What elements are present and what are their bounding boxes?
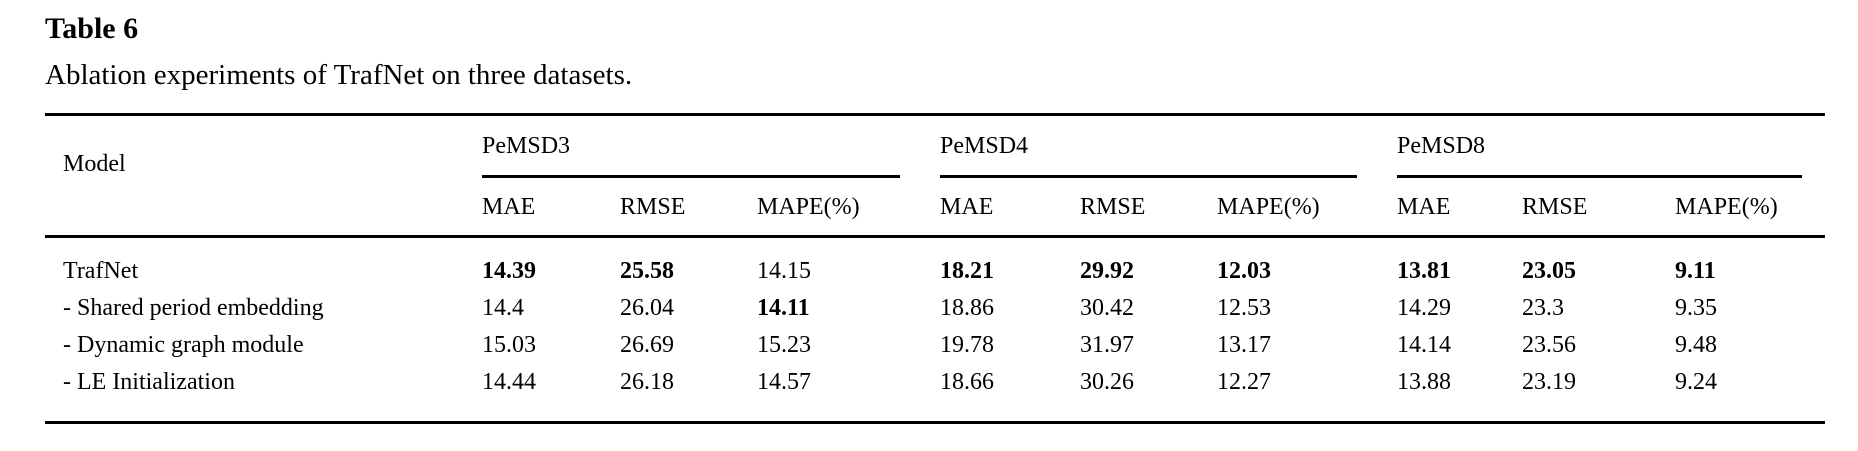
metric-value-cell: 30.26 — [1080, 364, 1218, 424]
model-cell: TrafNet — [63, 258, 139, 284]
table-row: - Shared period embedding 14.4 26.04 14.… — [45, 290, 1825, 327]
metric-value-cell: 14.15 — [757, 258, 811, 284]
metric-value-cell: 14.14 — [1397, 332, 1452, 358]
metric-value-cell: 13.88 — [1397, 364, 1523, 424]
metric-header-rmse: RMSE — [1522, 178, 1676, 238]
metric-header-mae: MAE — [940, 178, 1081, 238]
group-header-pemsd8: PeMSD8 — [1397, 115, 1825, 178]
metric-value-cell: 14.57 — [757, 364, 941, 424]
paper-table-region: Table 6 Ablation experiments of TrafNet … — [45, 12, 1826, 424]
table-row: TrafNet 14.39 25.58 14.15 18.21 29.92 12… — [45, 237, 1825, 291]
table-caption: Ablation experiments of TrafNet on three… — [45, 59, 633, 91]
table-row: - LE Initialization 14.44 26.18 14.57 18… — [45, 364, 1826, 424]
metric-header-mape: MAPE(%) — [1675, 178, 1826, 238]
metric-value-cell: 9.48 — [1675, 332, 1718, 358]
metric-value-cell: 13.17 — [1217, 332, 1272, 358]
metric-value-cell: 14.29 — [1397, 295, 1452, 321]
metric-value-cell: 9.35 — [1675, 295, 1718, 321]
group-label-pemsd3: PeMSD3 — [482, 116, 901, 178]
table-body: TrafNet 14.39 25.58 14.15 18.21 29.92 12… — [45, 237, 1826, 424]
ablation-table: Model PeMSD3 PeMSD4 PeMSD8 MAE RMSE MAPE… — [45, 113, 1826, 424]
metric-value-cell: 26.18 — [620, 364, 757, 424]
metric-value-cell: 15.03 — [482, 332, 536, 358]
metric-header-mae: MAE — [482, 178, 620, 238]
metric-value-cell: 14.44 — [482, 364, 620, 424]
metric-value-cell: 25.58 — [620, 258, 674, 284]
metric-header-rmse: RMSE — [1080, 178, 1218, 238]
metric-header-mape: MAPE(%) — [757, 178, 941, 238]
model-cell: - LE Initialization — [45, 364, 482, 424]
table-header: Model PeMSD3 PeMSD4 PeMSD8 MAE RMSE MAPE… — [45, 114, 1826, 238]
metric-value-cell: 9.11 — [1675, 258, 1716, 284]
metric-value-cell: 30.42 — [1080, 295, 1135, 321]
metric-value-cell: 19.78 — [940, 332, 995, 358]
metric-value-cell: 12.53 — [1217, 295, 1272, 321]
metric-value-cell: 18.21 — [940, 258, 995, 284]
table-title: Table 6 — [45, 12, 139, 45]
metric-header-row: MAE RMSE MAPE(%) MAE RMSE MAPE(%) MAE RM… — [45, 178, 1826, 238]
metric-value-cell: 12.03 — [1217, 258, 1272, 284]
group-label-pemsd4: PeMSD4 — [940, 116, 1358, 178]
metric-value-cell: 26.69 — [620, 332, 674, 358]
metric-value-cell: 14.4 — [482, 295, 524, 321]
metric-value-cell: 18.86 — [940, 295, 995, 321]
metric-value-cell: 31.97 — [1080, 332, 1135, 358]
metric-header-mae: MAE — [1397, 178, 1523, 238]
metric-value-cell: 26.04 — [620, 295, 674, 321]
metric-value-cell: 13.81 — [1397, 258, 1452, 284]
metric-header-rmse: RMSE — [620, 178, 757, 238]
metric-value-cell: 23.05 — [1522, 258, 1577, 284]
metric-value-cell: 23.19 — [1522, 364, 1676, 424]
metric-header-mape: MAPE(%) — [1217, 178, 1398, 238]
group-header-pemsd3: PeMSD3 — [482, 115, 940, 178]
group-header-pemsd4: PeMSD4 — [940, 115, 1397, 178]
metric-value-cell: 12.27 — [1217, 364, 1398, 424]
metric-value-cell: 15.23 — [757, 332, 811, 358]
model-cell: - Shared period embedding — [63, 295, 324, 321]
metric-value-cell: 18.66 — [940, 364, 1081, 424]
metric-value-cell: 23.3 — [1522, 295, 1565, 321]
metric-value-cell: 29.92 — [1080, 258, 1135, 284]
metric-value-cell: 23.56 — [1522, 332, 1577, 358]
group-label-pemsd8: PeMSD8 — [1397, 116, 1803, 178]
model-cell: - Dynamic graph module — [63, 332, 304, 358]
table-row: - Dynamic graph module 15.03 26.69 15.23… — [45, 327, 1825, 364]
group-header-row: Model PeMSD3 PeMSD4 PeMSD8 — [45, 114, 1825, 238]
metric-value-cell: 14.39 — [482, 258, 536, 284]
model-column-header: Model — [45, 114, 482, 238]
metric-value-cell: 9.24 — [1675, 364, 1826, 424]
metric-value-cell: 14.11 — [757, 295, 810, 321]
